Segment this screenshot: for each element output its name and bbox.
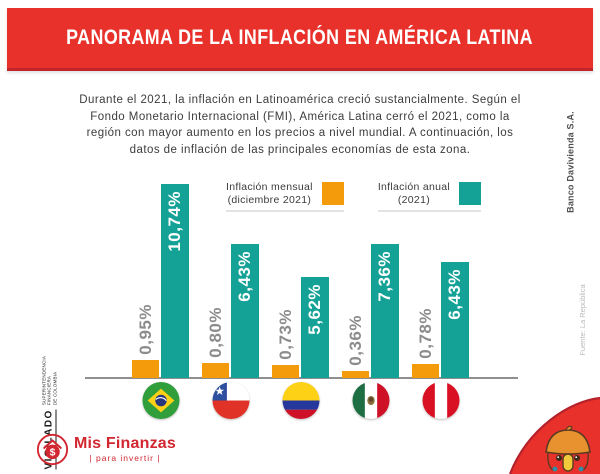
intro-text: Durante el 2021, la inflación en Latinoa…: [79, 94, 521, 156]
monthly-value-label: 0,80%: [205, 307, 225, 358]
credit-banco-davivienda: Banco Davivienda S.A.: [565, 111, 576, 213]
legend-swatch-monthly: [321, 182, 344, 205]
annual-bar-mexico: 7,36%: [371, 244, 399, 378]
monthly-bar-mexico: [342, 371, 369, 378]
header-banner: PANORAMA DE LA INFLACIÓN EN AMÉRICA LATI…: [7, 8, 593, 71]
annual-value-label: 7,36%: [375, 251, 394, 302]
legend-swatch-annual: [459, 182, 482, 205]
bar-group-chile: 0,80% 6,43%: [202, 178, 259, 419]
legend-item-monthly: Inflación mensual (diciembre 2021): [226, 181, 344, 212]
annual-value-label: 6,43%: [235, 251, 254, 302]
brazil-flag-icon: [142, 382, 179, 419]
brand-tagline: | para invertir |: [89, 453, 161, 463]
colombia-flag-icon: [282, 382, 319, 419]
superintendencia-label: SUPERINTENDENCIA FINANCIERA DE COLOMBIA: [41, 356, 58, 406]
page-title: PANORAMA DE LA INFLACIÓN EN AMÉRICA LATI…: [66, 26, 534, 49]
annual-bar-peru: 6,43%: [441, 262, 469, 378]
peru-flag-icon: [422, 382, 459, 419]
annual-bar-colombia: 5,62%: [301, 277, 329, 378]
monthly-bar-brasil: [132, 360, 159, 378]
misfinanzas-logo: $ Mis Finanzas | para invertir |: [36, 433, 176, 466]
bar-group-mexico: 0,36% 7,36%: [342, 178, 399, 419]
legend-item-annual: Inflación anual (2021): [377, 181, 482, 212]
annual-value-label: 6,43%: [445, 269, 464, 320]
annual-bar-brasil: 10,74%: [161, 184, 189, 378]
monthly-bar-chile: [202, 363, 229, 378]
monthly-bar-peru: [412, 364, 439, 378]
legend-label-annual: Inflación anual (2021): [377, 181, 451, 206]
davivienda-house-icon: [545, 425, 591, 472]
legend-label-monthly: Inflación mensual (diciembre 2021): [226, 181, 313, 206]
mexico-flag-icon: [352, 382, 389, 419]
bar-group-brasil: 0,95% 10,74%: [132, 178, 189, 419]
annual-value-label: 5,62%: [305, 284, 324, 335]
annual-bar-chile: 6,43%: [231, 244, 259, 378]
credit-fuente: Fuente: La República: [578, 284, 587, 356]
coin-house-icon: $: [36, 433, 69, 466]
monthly-bar-colombia: [272, 365, 299, 378]
monthly-value-label: 0,36%: [345, 315, 365, 366]
bar-group-colombia: 0,73% 5,62%: [272, 178, 329, 419]
chart-legend: Inflación mensual (diciembre 2021) Inflac…: [226, 181, 482, 212]
monthly-value-label: 0,95%: [135, 304, 155, 355]
x-axis-line: [85, 377, 518, 379]
chile-flag-icon: [212, 382, 249, 419]
monthly-value-label: 0,73%: [275, 309, 295, 360]
annual-value-label: 10,74%: [165, 191, 184, 252]
brand-name: Mis Finanzas: [74, 435, 176, 452]
svg-text:$: $: [50, 448, 56, 459]
bar-group-peru: 0,78% 6,43%: [412, 178, 469, 419]
monthly-value-label: 0,78%: [415, 308, 435, 359]
davivienda-blob: [508, 396, 600, 474]
